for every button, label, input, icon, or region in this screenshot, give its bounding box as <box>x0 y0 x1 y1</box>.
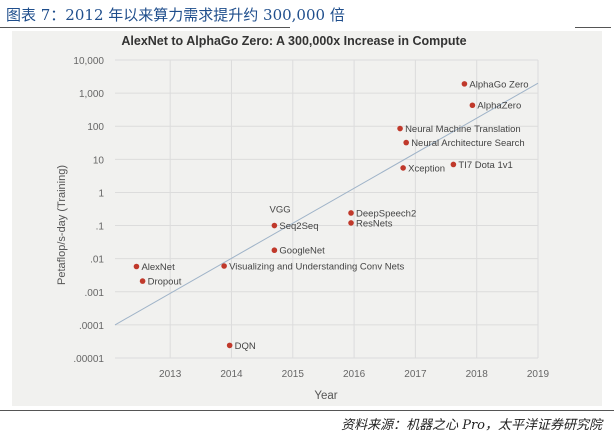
x-tick-label: 2013 <box>159 369 182 380</box>
data-point <box>226 342 233 349</box>
data-point-label: Visualizing and Understanding Conv Nets <box>229 262 404 273</box>
y-axis-label: Petaflop/s-day (Training) <box>56 165 68 285</box>
y-tick-label: .01 <box>90 255 104 266</box>
x-tick-label: 2015 <box>282 369 305 380</box>
data-point <box>133 263 140 270</box>
data-point-label: TI7 Dota 1v1 <box>458 160 512 171</box>
data-point <box>348 220 354 226</box>
x-tick-label: 2018 <box>466 369 489 380</box>
caption-rule-left <box>0 27 290 28</box>
data-point <box>221 263 227 269</box>
data-point-label: Neural Machine Translation <box>405 124 521 135</box>
y-tick-label: 100 <box>87 122 104 133</box>
x-tick-label: 2019 <box>527 369 550 380</box>
chart-title: AlexNet to AlphaGo Zero: A 300,000x Incr… <box>121 34 466 48</box>
y-tick-label: 10 <box>93 155 105 166</box>
data-point-label: Seq2Seq <box>279 221 318 232</box>
grid-lines <box>115 59 539 359</box>
data-point <box>469 102 476 109</box>
data-point-label: ResNets <box>356 218 393 229</box>
annotations: VGG <box>269 204 290 215</box>
data-point <box>348 210 354 216</box>
caption-rule-right <box>575 27 611 28</box>
x-tick-labels: 2013 2014 2015 2016 2017 2018 2019 <box>159 369 550 380</box>
data-point-label: Dropout <box>148 277 182 288</box>
x-axis-label: Year <box>314 390 337 402</box>
y-tick-label: .001 <box>85 288 105 299</box>
data-point <box>271 247 278 254</box>
x-tick-label: 2017 <box>404 369 427 380</box>
trend-line <box>114 82 539 326</box>
data-point-label: Neural Architecture Search <box>411 138 525 149</box>
y-tick-label: .00001 <box>73 354 104 365</box>
y-tick-label: 1 <box>98 188 104 199</box>
annotation-label: VGG <box>269 204 290 215</box>
y-tick-label: .0001 <box>79 321 104 332</box>
data-point <box>403 139 409 146</box>
data-point-label: AlexNet <box>141 262 175 273</box>
data-point-label: AlphaGo Zero <box>469 79 528 90</box>
figure-caption: 图表 7：2012 年以来算力需求提升约 300,000 倍 <box>6 6 345 24</box>
y-tick-label: 10,000 <box>73 56 104 67</box>
data-point-label: DQN <box>235 341 256 352</box>
data-point-label: AlphaZero <box>477 101 521 112</box>
data-point <box>271 222 278 229</box>
source-rule <box>0 410 614 411</box>
data-point-label: GoogleNet <box>279 246 325 257</box>
data-points: AlexNet Dropout Visualizing and Understand… <box>133 79 529 352</box>
data-point <box>461 81 468 87</box>
y-tick-label: .1 <box>96 222 105 233</box>
data-point <box>450 161 457 168</box>
data-point <box>400 165 406 171</box>
data-point-label: Xception <box>408 163 445 174</box>
x-tick-label: 2014 <box>220 369 243 380</box>
x-tick-label: 2016 <box>343 369 366 380</box>
data-point <box>397 125 403 132</box>
source-note: 资料来源：机器之心 Pro，太平洋证券研究院 <box>341 418 602 433</box>
y-tick-label: 1,000 <box>79 89 104 100</box>
data-point-label: DeepSpeech2 <box>356 208 416 219</box>
y-tick-labels: .00001 .0001 .001 .01 .1 1 10 100 1,000 10,000 <box>73 56 104 365</box>
data-point <box>139 278 146 284</box>
